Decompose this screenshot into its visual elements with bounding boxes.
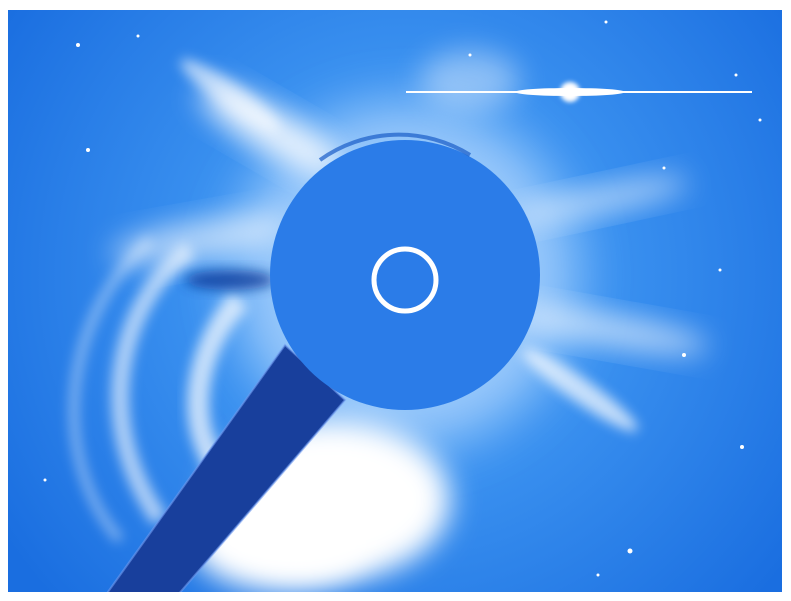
pylon — [107, 345, 345, 592]
streamers — [111, 50, 709, 432]
stars — [43, 20, 762, 577]
occulting-disk — [270, 140, 540, 410]
disk-rim — [318, 132, 472, 162]
planet — [560, 82, 580, 102]
dark-streak — [185, 270, 275, 290]
sun-outline — [371, 246, 439, 314]
cme-loops — [69, 236, 249, 544]
image-area — [8, 10, 782, 592]
